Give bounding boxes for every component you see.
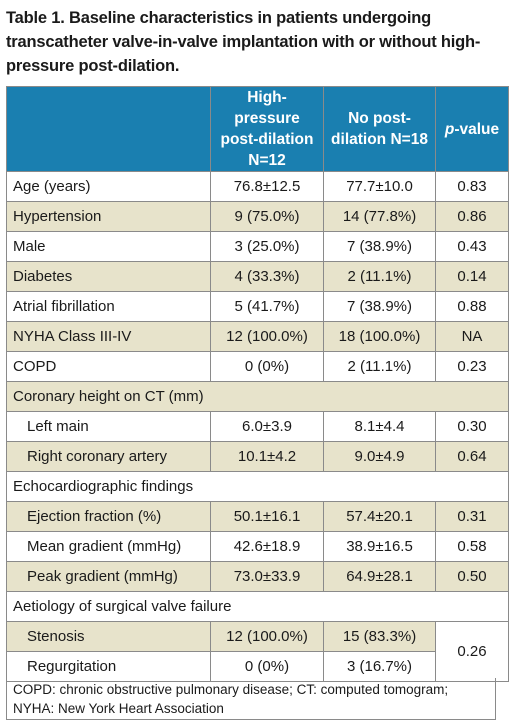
table-row: Atrial fibrillation 5 (41.7%) 7 (38.9%) … (6, 291, 509, 322)
cell-high-pressure: 0 (0%) (210, 351, 324, 382)
cell-p-value: 0.64 (435, 441, 509, 472)
cell-high-pressure: 9 (75.0%) (210, 201, 324, 232)
cell-p-value: 0.14 (435, 261, 509, 292)
table-row: Stenosis 12 (100.0%) 15 (83.3%) 0.26 (6, 621, 509, 682)
cell-no-post-dilation: 38.9±16.5 (323, 531, 436, 562)
baseline-characteristics-table: High-pressure post-dilation N=12 No post… (6, 86, 509, 682)
section-title-echo: Echocardiographic findings (6, 471, 509, 502)
cell-high-pressure: 42.6±18.9 (210, 531, 324, 562)
table-row: Male 3 (25.0%) 7 (38.9%) 0.43 (6, 231, 509, 262)
cell-high-pressure: 73.0±33.9 (210, 561, 324, 592)
cell-p-value: 0.50 (435, 561, 509, 592)
row-label: Left main (6, 411, 211, 442)
cell-p-value: 0.86 (435, 201, 509, 232)
table-row: Mean gradient (mmHg) 42.6±18.9 38.9±16.5… (6, 531, 509, 562)
table-footnote: COPD: chronic obstructive pulmonary dise… (6, 678, 496, 720)
cell-high-pressure: 76.8±12.5 (210, 171, 324, 202)
cell-no-post-dilation: 57.4±20.1 (323, 501, 436, 532)
table-row: Right coronary artery 10.1±4.2 9.0±4.9 0… (6, 441, 509, 472)
cell-no-post-dilation: 77.7±10.0 (323, 171, 436, 202)
row-label: NYHA Class III-IV (6, 321, 211, 352)
header-blank (6, 86, 211, 172)
table-row: Peak gradient (mmHg) 73.0±33.9 64.9±28.1… (6, 561, 509, 592)
table-row: NYHA Class III-IV 12 (100.0%) 18 (100.0%… (6, 321, 509, 352)
row-label: Peak gradient (mmHg) (6, 561, 211, 592)
row-label: Atrial fibrillation (6, 291, 211, 322)
header-p-italic: p (444, 120, 455, 138)
cell-high-pressure: 5 (41.7%) (210, 291, 324, 322)
cell-high-pressure: 0 (0%) (210, 651, 324, 682)
section-header-row: Aetiology of surgical valve failure (6, 591, 509, 622)
section-title-aetiology: Aetiology of surgical valve failure (6, 591, 509, 622)
cell-no-post-dilation: 9.0±4.9 (323, 441, 436, 472)
table-row: Ejection fraction (%) 50.1±16.1 57.4±20.… (6, 501, 509, 532)
row-label: Diabetes (6, 261, 211, 292)
table-header-row: High-pressure post-dilation N=12 No post… (6, 86, 509, 172)
row-label: Male (6, 231, 211, 262)
cell-p-value: 0.26 (435, 621, 509, 682)
row-label: Right coronary artery (6, 441, 211, 472)
cell-no-post-dilation: 3 (16.7%) (323, 651, 436, 682)
row-label: Hypertension (6, 201, 211, 232)
row-label: Ejection fraction (%) (6, 501, 211, 532)
row-label: Stenosis (6, 621, 211, 652)
row-label: Regurgitation (6, 651, 211, 682)
table-row: COPD 0 (0%) 2 (11.1%) 0.23 (6, 351, 509, 382)
cell-no-post-dilation: 64.9±28.1 (323, 561, 436, 592)
cell-high-pressure: 6.0±3.9 (210, 411, 324, 442)
table-row: Hypertension 9 (75.0%) 14 (77.8%) 0.86 (6, 201, 509, 232)
cell-no-post-dilation: 15 (83.3%) (323, 621, 436, 652)
header-p-rest: -value (454, 120, 500, 138)
cell-p-value: 0.30 (435, 411, 509, 442)
cell-no-post-dilation: 2 (11.1%) (323, 261, 436, 292)
cell-high-pressure: 12 (100.0%) (210, 321, 324, 352)
cell-p-value: 0.88 (435, 291, 509, 322)
cell-no-post-dilation: 7 (38.9%) (323, 291, 436, 322)
cell-high-pressure: 50.1±16.1 (210, 501, 324, 532)
row-label: Mean gradient (mmHg) (6, 531, 211, 562)
cell-p-value: 0.31 (435, 501, 509, 532)
cell-no-post-dilation: 2 (11.1%) (323, 351, 436, 382)
cell-p-value: 0.23 (435, 351, 509, 382)
header-p-value: p-value (435, 86, 509, 172)
cell-high-pressure: 10.1±4.2 (210, 441, 324, 472)
table-row: Diabetes 4 (33.3%) 2 (11.1%) 0.14 (6, 261, 509, 292)
header-high-pressure: High-pressure post-dilation N=12 (210, 86, 324, 172)
table-caption: Table 1. Baseline characteristics in pat… (6, 9, 481, 75)
cell-high-pressure: 12 (100.0%) (210, 621, 324, 652)
cell-no-post-dilation: 7 (38.9%) (323, 231, 436, 262)
cell-high-pressure: 4 (33.3%) (210, 261, 324, 292)
row-label: COPD (6, 351, 211, 382)
cell-p-value: 0.43 (435, 231, 509, 262)
cell-p-value: 0.83 (435, 171, 509, 202)
table-row: Age (years) 76.8±12.5 77.7±10.0 0.83 (6, 171, 509, 202)
header-no-post-dilation: No post-dilation N=18 (323, 86, 436, 172)
cell-p-value: 0.58 (435, 531, 509, 562)
section-header-row: Echocardiographic findings (6, 471, 509, 502)
table-row: Left main 6.0±3.9 8.1±4.4 0.30 (6, 411, 509, 442)
section-header-row: Coronary height on CT (mm) (6, 381, 509, 412)
cell-high-pressure: 3 (25.0%) (210, 231, 324, 262)
section-title-coronary: Coronary height on CT (mm) (6, 381, 509, 412)
cell-p-value: NA (435, 321, 509, 352)
cell-no-post-dilation: 14 (77.8%) (323, 201, 436, 232)
cell-no-post-dilation: 8.1±4.4 (323, 411, 436, 442)
cell-no-post-dilation: 18 (100.0%) (323, 321, 436, 352)
row-label: Age (years) (6, 171, 211, 202)
table-row: Regurgitation 0 (0%) 3 (16.7%) (6, 651, 509, 682)
